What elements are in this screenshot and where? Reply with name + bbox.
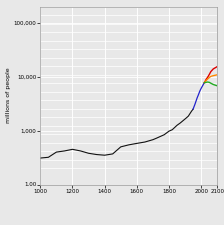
- Estimated: [179, 122, 182, 124]
- Estimated: [163, 133, 166, 136]
- UN Low: [203, 81, 206, 84]
- Actual: [196, 97, 198, 99]
- Actual: [201, 86, 203, 88]
- Estimated: [79, 150, 82, 152]
- Estimated: [185, 116, 188, 119]
- Actual: [201, 84, 204, 87]
- Estimated: [192, 108, 194, 110]
- UN Medium: [203, 81, 206, 84]
- Actual: [199, 88, 202, 91]
- UN High: [209, 70, 212, 73]
- UN Low: [212, 83, 215, 86]
- UN Medium: [206, 78, 209, 80]
- Line: Estimated: Estimated: [40, 109, 193, 158]
- UN Low: [216, 84, 219, 87]
- Actual: [194, 101, 197, 104]
- Estimated: [127, 144, 130, 146]
- Estimated: [160, 135, 162, 137]
- Line: Actual: Actual: [193, 83, 205, 109]
- UN Medium: [212, 74, 215, 77]
- Line: UN High: UN High: [205, 67, 217, 83]
- UN High: [208, 73, 211, 76]
- UN High: [212, 68, 215, 70]
- UN Low: [206, 81, 209, 83]
- UN Medium: [205, 79, 207, 82]
- Estimated: [111, 153, 114, 155]
- Estimated: [119, 146, 122, 148]
- UN Low: [208, 81, 211, 84]
- Estimated: [187, 115, 190, 117]
- UN High: [216, 65, 219, 68]
- Estimated: [190, 110, 193, 112]
- Line: UN Low: UN Low: [205, 82, 217, 86]
- Actual: [195, 99, 198, 101]
- Estimated: [171, 128, 174, 131]
- Estimated: [55, 151, 58, 153]
- Estimated: [39, 157, 42, 159]
- Actual: [203, 81, 206, 84]
- Estimated: [103, 154, 106, 157]
- Actual: [192, 108, 194, 110]
- UN High: [204, 80, 207, 83]
- Estimated: [95, 153, 98, 156]
- Estimated: [168, 130, 170, 133]
- UN Medium: [216, 73, 219, 76]
- Estimated: [144, 141, 146, 143]
- Estimated: [155, 137, 157, 140]
- UN High: [206, 76, 209, 79]
- Actual: [197, 94, 199, 97]
- UN High: [203, 81, 206, 84]
- Estimated: [136, 142, 138, 145]
- Estimated: [63, 150, 66, 152]
- Estimated: [87, 152, 90, 155]
- Y-axis label: millions of people: millions of people: [6, 68, 11, 124]
- UN Low: [205, 81, 207, 84]
- Estimated: [176, 124, 178, 127]
- UN Low: [204, 81, 207, 84]
- Line: UN Medium: UN Medium: [205, 75, 217, 83]
- UN Medium: [209, 75, 212, 78]
- Estimated: [152, 138, 154, 141]
- Actual: [198, 90, 201, 93]
- Estimated: [189, 112, 191, 115]
- UN Medium: [208, 76, 211, 79]
- Actual: [193, 106, 195, 108]
- UN High: [205, 78, 207, 81]
- Estimated: [47, 156, 50, 159]
- Actual: [200, 87, 202, 90]
- Estimated: [71, 148, 74, 151]
- Actual: [202, 83, 205, 85]
- UN Low: [209, 82, 212, 85]
- Estimated: [184, 118, 186, 120]
- Actual: [197, 92, 200, 95]
- UN Medium: [204, 80, 207, 83]
- Actual: [193, 104, 196, 106]
